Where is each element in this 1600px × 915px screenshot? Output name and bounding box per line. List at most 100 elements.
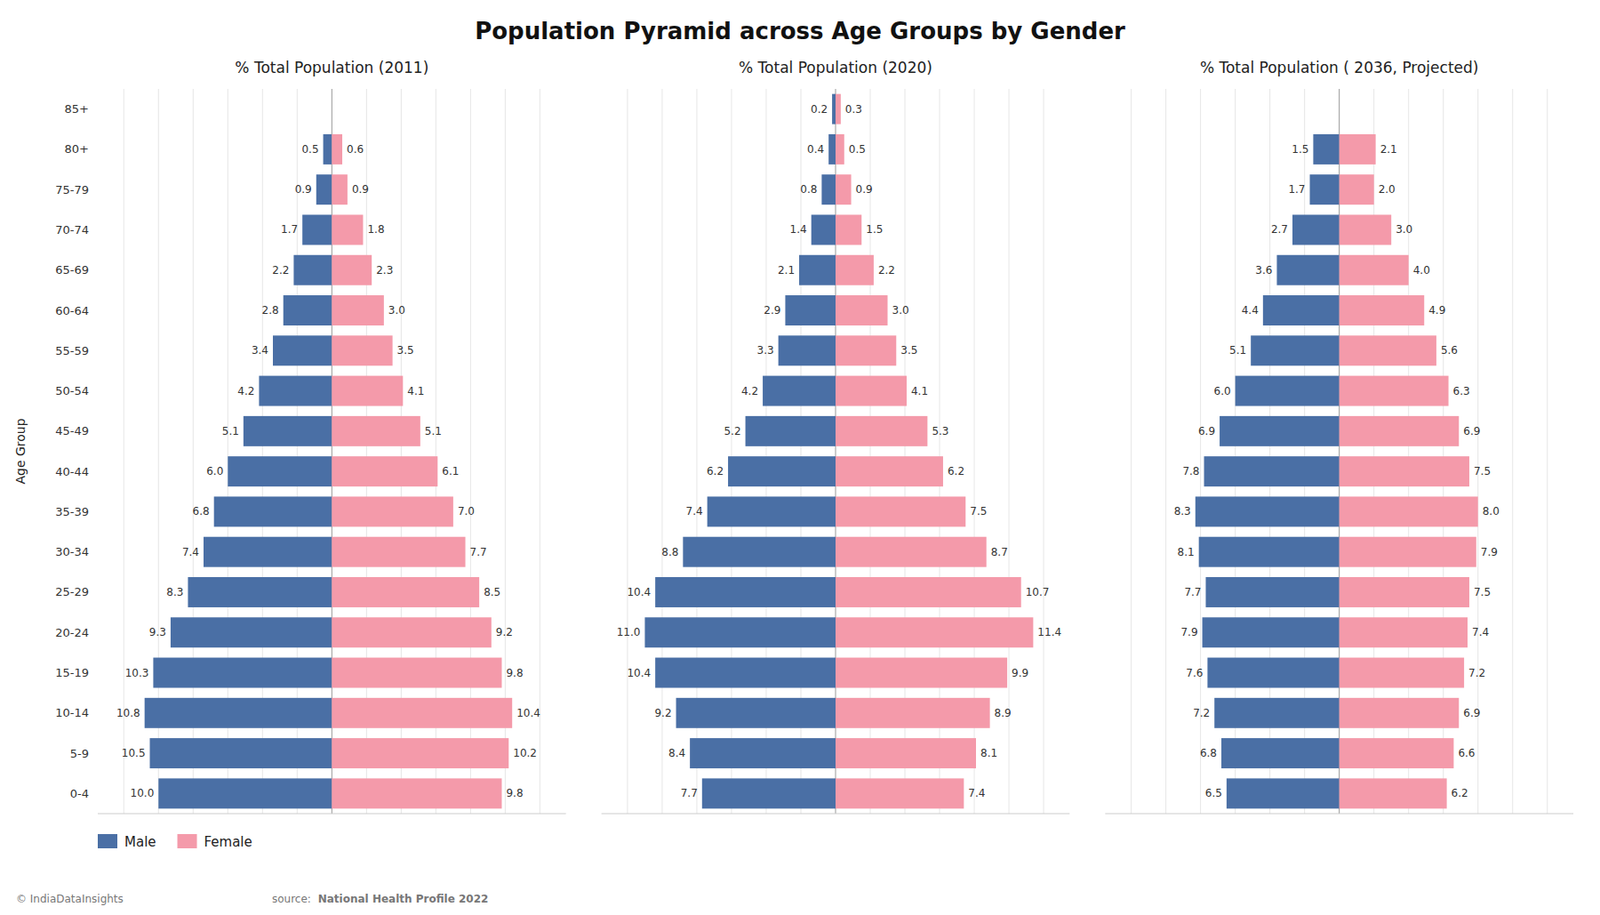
data-labels: 10.010.510.810.39.38.37.46.86.05.14.23.4…	[116, 143, 541, 800]
bar	[1338, 94, 1340, 125]
bar	[821, 174, 836, 205]
bar	[243, 416, 332, 447]
bar	[702, 777, 836, 808]
data-label: 5.1	[222, 424, 240, 438]
bar	[1339, 536, 1477, 568]
bar	[835, 657, 1008, 688]
data-label: 7.4	[182, 545, 200, 559]
bar	[1292, 214, 1340, 245]
bar	[258, 376, 332, 407]
y-tick-label: 75-79	[55, 183, 89, 197]
footer-text: source:	[272, 892, 315, 905]
bar	[1310, 174, 1340, 205]
y-tick-label: 60-64	[55, 304, 89, 318]
bar	[835, 295, 888, 326]
bar	[331, 536, 465, 568]
data-label: 10.0	[130, 786, 155, 800]
data-label: 8.0	[1482, 504, 1500, 518]
data-label: 5.6	[1440, 344, 1458, 357]
bar	[1339, 697, 1460, 728]
bar	[644, 616, 836, 648]
data-label: 0.3	[845, 103, 863, 116]
legend-label: Female	[204, 833, 253, 850]
bar	[1339, 456, 1470, 487]
bar	[1235, 376, 1340, 407]
data-label: 6.1	[441, 464, 459, 478]
bar	[799, 255, 836, 286]
bar	[170, 616, 332, 648]
data-label: 8.4	[668, 746, 686, 760]
bar	[331, 335, 392, 366]
data-label: 7.7	[470, 545, 488, 559]
bar	[1338, 94, 1340, 125]
data-label: 3.0	[388, 304, 406, 317]
bar	[1219, 416, 1340, 447]
bar	[331, 94, 333, 125]
y-tick-label: 0-4	[70, 786, 89, 800]
bar	[1339, 255, 1409, 286]
y-tick-label: 50-54	[55, 384, 89, 398]
legend-swatch	[97, 833, 118, 848]
data-label: 7.5	[1473, 464, 1491, 478]
grid-line	[1130, 88, 1132, 814]
data-label: 1.8	[367, 223, 384, 236]
data-label: 2.2	[272, 264, 289, 277]
y-tick-label: 85+	[64, 102, 89, 116]
data-label: 8.8	[661, 545, 679, 559]
data-label: 10.4	[626, 666, 651, 680]
data-label: 3.5	[900, 344, 918, 357]
data-label: 3.3	[757, 344, 775, 357]
bar	[323, 134, 333, 165]
data-label: 11.0	[616, 625, 641, 639]
bar	[835, 496, 966, 527]
bar	[835, 214, 862, 245]
bar	[745, 416, 836, 447]
data-label: 6.9	[1463, 706, 1480, 720]
bar	[835, 536, 987, 568]
bar	[1276, 255, 1339, 286]
bar	[655, 657, 836, 688]
data-label: 0.4	[807, 143, 824, 156]
data-label: 9.2	[654, 706, 672, 720]
bar	[227, 456, 332, 487]
bar	[1195, 496, 1340, 527]
bar	[331, 657, 502, 688]
y-tick-label: 40-44	[55, 464, 89, 479]
data-label: 2.0	[1378, 183, 1396, 196]
data-label: 10.4	[516, 706, 541, 720]
bar	[293, 255, 332, 286]
data-label: 6.5	[1205, 786, 1223, 800]
bar	[835, 94, 841, 125]
data-label: 7.7	[680, 786, 698, 800]
data-label: 2.8	[262, 304, 280, 317]
bar	[214, 496, 333, 527]
x-axis-line	[1104, 813, 1574, 815]
bars	[1195, 134, 1479, 808]
y-tick-label: 25-29	[55, 584, 89, 599]
data-label: 2.9	[763, 304, 781, 317]
data-label: 7.6	[1185, 666, 1203, 680]
data-label: 4.1	[911, 384, 928, 398]
bar	[331, 94, 333, 125]
data-label: 7.5	[969, 504, 987, 518]
data-label: 7.4	[1472, 625, 1489, 639]
data-label: 0.6	[346, 143, 364, 156]
data-label: 8.3	[166, 585, 184, 599]
data-label: 3.5	[397, 344, 415, 357]
data-label: 4.9	[1428, 304, 1446, 317]
y-tick-label: 45-49	[55, 424, 89, 438]
data-label: 4.1	[407, 384, 424, 398]
data-label: 6.9	[1463, 424, 1480, 438]
data-label: 2.3	[376, 264, 393, 277]
bars	[144, 134, 513, 808]
data-label: 7.4	[968, 786, 985, 800]
bar	[835, 616, 1033, 648]
data-label: 9.8	[505, 786, 523, 800]
data-label: 9.3	[149, 625, 167, 639]
bar	[1339, 376, 1449, 407]
data-label: 5.3	[931, 424, 949, 438]
bar	[331, 777, 502, 808]
data-label: 5.1	[424, 424, 442, 438]
data-label: 3.0	[892, 304, 910, 317]
grid-line	[1165, 88, 1167, 814]
